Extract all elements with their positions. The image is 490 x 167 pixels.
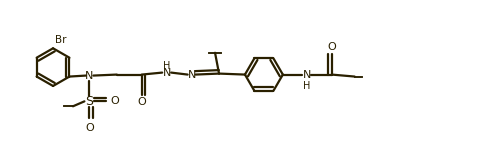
Text: H: H [163, 61, 171, 71]
Text: Br: Br [55, 35, 67, 45]
Text: N: N [303, 70, 311, 79]
Text: N: N [187, 70, 196, 79]
Text: S: S [85, 95, 94, 108]
Text: H: H [303, 81, 311, 91]
Text: N: N [85, 71, 94, 80]
Text: O: O [137, 97, 146, 107]
Text: O: O [111, 96, 120, 106]
Text: N: N [163, 68, 171, 78]
Text: O: O [327, 42, 336, 52]
Text: O: O [85, 123, 94, 133]
